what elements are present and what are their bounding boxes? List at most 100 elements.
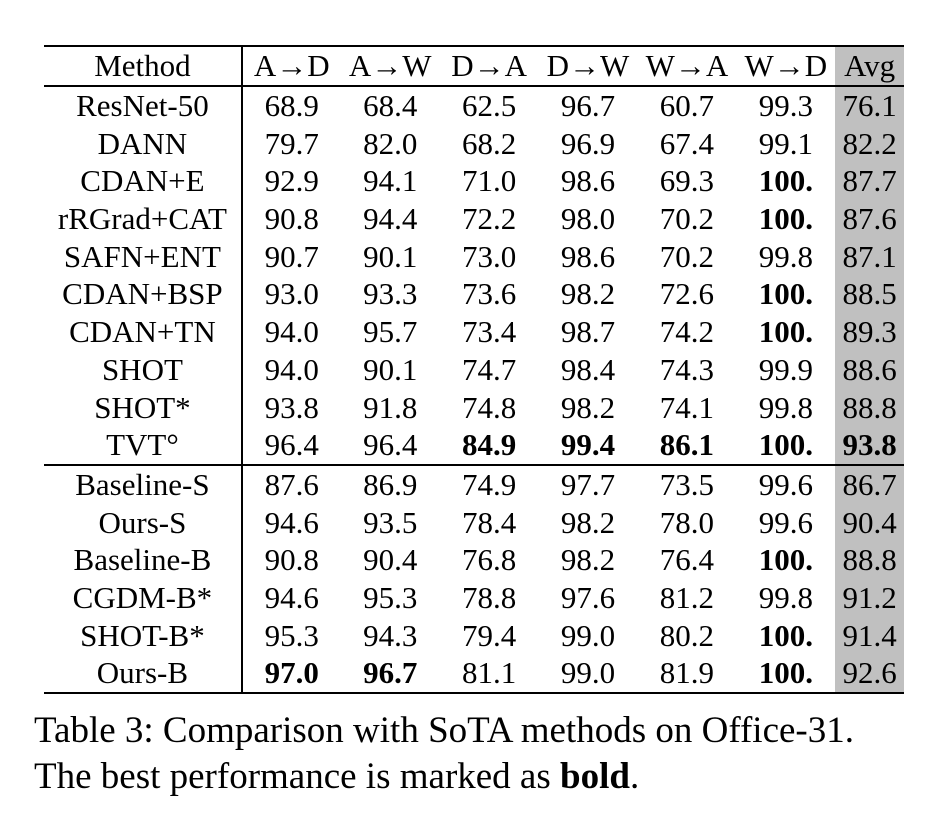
method-name-cell: CDAN+TN: [44, 312, 243, 351]
header-row: Method A→D A→W D→A D→W W→A W→D Avg: [44, 46, 904, 86]
header-w-to-a: W→A: [645, 48, 729, 84]
table-header: Method A→D A→W D→A D→W W→A W→D Avg: [44, 46, 904, 86]
score-cell: 72.6: [659, 276, 715, 312]
score-cell: 99.8: [758, 238, 813, 274]
score-cell: 99.1: [758, 125, 813, 161]
table-row: rRGrad+CAT 90.8 94.4 72.2 98.0 70.2 100. 87.6: [44, 199, 904, 238]
score-cell: 93.8: [264, 389, 319, 425]
score-cell: 90.8: [264, 542, 319, 578]
header-avg: Avg: [835, 46, 904, 86]
score-cell: 79.4: [461, 617, 517, 653]
score-cell: 76.8: [461, 542, 517, 578]
score-cell: 78.0: [659, 504, 715, 540]
score-cell: 98.2: [560, 504, 616, 540]
avg-value-cell: 88.8: [835, 388, 904, 426]
caption-line-2: The best performance is marked as bold.: [34, 754, 934, 800]
avg-value-cell: 86.7: [835, 464, 904, 504]
score-cell: 95.7: [363, 314, 418, 350]
header-a-to-w: A→W: [348, 48, 432, 84]
score-cell: 78.8: [461, 579, 517, 615]
score-cell: 87.6: [264, 466, 319, 502]
avg-value-cell: 88.8: [835, 540, 904, 579]
avg-value-cell: 76.1: [835, 85, 904, 125]
score-cell: 74.8: [461, 389, 517, 425]
score-cell: 98.4: [560, 351, 616, 387]
score-cell: 90.1: [363, 351, 418, 387]
results-table: Method A→D A→W D→A D→W W→A W→D Avg ResNe…: [44, 45, 904, 694]
score-cell: 73.4: [461, 314, 517, 350]
score-cell: 100.: [758, 201, 813, 237]
score-cell: 74.1: [659, 389, 715, 425]
avg-value-cell: 88.6: [835, 350, 904, 389]
score-cell: 98.6: [560, 238, 616, 274]
score-cell: 100.: [758, 617, 813, 653]
table-row: Ours-B 97.0 96.7 81.1 99.0 81.9 100. 92.6: [44, 654, 904, 693]
results-table-container: Method A→D A→W D→A D→W W→A W→D Avg ResNe…: [44, 45, 904, 694]
table-caption: Table 3: Comparison with SoTA methods on…: [34, 708, 934, 800]
table-row: DANN 79.7 82.0 68.2 96.9 67.4 99.1 82.2: [44, 124, 904, 163]
score-cell: 81.1: [461, 655, 517, 691]
table-row: Ours-S 94.6 93.5 78.4 98.2 78.0 99.6 90.4: [44, 503, 904, 541]
score-cell: 99.8: [758, 579, 813, 615]
score-cell: 99.0: [560, 655, 616, 691]
score-cell: 71.0: [461, 163, 517, 199]
avg-value-cell: 87.1: [835, 237, 904, 276]
header-d-to-w: D→W: [546, 48, 630, 84]
table-row: ResNet-50 68.9 68.4 62.5 96.7 60.7 99.3 76.1: [44, 85, 904, 125]
table-row: CDAN+BSP 93.0 93.3 73.6 98.2 72.6 100. 88.5: [44, 275, 904, 313]
score-cell: 78.4: [461, 504, 517, 540]
table-row: SHOT-B* 95.3 94.3 79.4 99.0 80.2 100. 91.4: [44, 616, 904, 654]
method-name-cell: SHOT*: [44, 388, 243, 426]
table-body-ours-group: Baseline-S 87.6 86.9 74.9 97.7 73.5 99.6 86.7 Ou…: [44, 464, 904, 693]
caption-bold-word: bold: [560, 756, 630, 797]
table-row: SHOT* 93.8 91.8 74.8 98.2 74.1 99.8 88.8: [44, 388, 904, 426]
table-row: Baseline-S 87.6 86.9 74.9 97.7 73.5 99.6 86.7: [44, 464, 904, 504]
score-cell: 95.3: [264, 617, 319, 653]
score-cell: 96.4: [264, 427, 319, 463]
score-cell: 70.2: [659, 238, 715, 274]
score-cell: 67.4: [659, 125, 715, 161]
score-cell: 98.2: [560, 389, 616, 425]
score-cell: 93.5: [363, 504, 418, 540]
score-cell: 62.5: [461, 88, 517, 124]
table-row: Baseline-B 90.8 90.4 76.8 98.2 76.4 100. 88.8: [44, 540, 904, 579]
score-cell: 93.0: [264, 276, 319, 312]
score-cell: 90.1: [363, 238, 418, 274]
caption-line-2-suffix: .: [629, 756, 640, 797]
table-row: CGDM-B* 94.6 95.3 78.8 97.6 81.2 99.8 91.2: [44, 578, 904, 617]
score-cell: 100.: [758, 163, 813, 199]
score-cell: 91.8: [363, 389, 418, 425]
score-cell: 86.1: [659, 427, 715, 463]
score-cell: 100.: [758, 542, 813, 578]
method-name-cell: SAFN+ENT: [44, 237, 243, 276]
score-cell: 100.: [758, 427, 813, 463]
score-cell: 90.4: [363, 542, 418, 578]
score-cell: 70.2: [659, 201, 715, 237]
method-name-cell: TVT°: [44, 425, 243, 465]
score-cell: 98.2: [560, 276, 616, 312]
score-cell: 95.3: [363, 579, 418, 615]
score-cell: 94.4: [363, 201, 418, 237]
score-cell: 68.2: [461, 125, 517, 161]
score-cell: 99.4: [560, 427, 616, 463]
score-cell: 97.6: [560, 579, 616, 615]
score-cell: 93.3: [363, 276, 418, 312]
method-name-cell: Ours-B: [44, 654, 243, 693]
avg-value-cell: 89.3: [835, 312, 904, 351]
score-cell: 96.4: [363, 427, 418, 463]
score-cell: 73.0: [461, 238, 517, 274]
header-method: Method: [44, 46, 243, 86]
method-name-cell: DANN: [44, 124, 243, 163]
method-name-cell: Baseline-B: [44, 540, 243, 579]
table-body-sota-group: ResNet-50 68.9 68.4 62.5 96.7 60.7 99.3 76.1 DAN…: [44, 85, 904, 465]
avg-value-cell: 93.8: [835, 425, 904, 465]
score-cell: 94.0: [264, 314, 319, 350]
score-cell: 99.6: [758, 466, 813, 502]
score-cell: 80.2: [659, 617, 715, 653]
score-cell: 73.6: [461, 276, 517, 312]
score-cell: 96.7: [560, 88, 616, 124]
caption-line-1: Table 3: Comparison with SoTA methods on…: [34, 710, 854, 751]
method-name-cell: CDAN+BSP: [44, 275, 243, 313]
score-cell: 73.5: [659, 466, 715, 502]
avg-value-cell: 92.6: [835, 654, 904, 693]
